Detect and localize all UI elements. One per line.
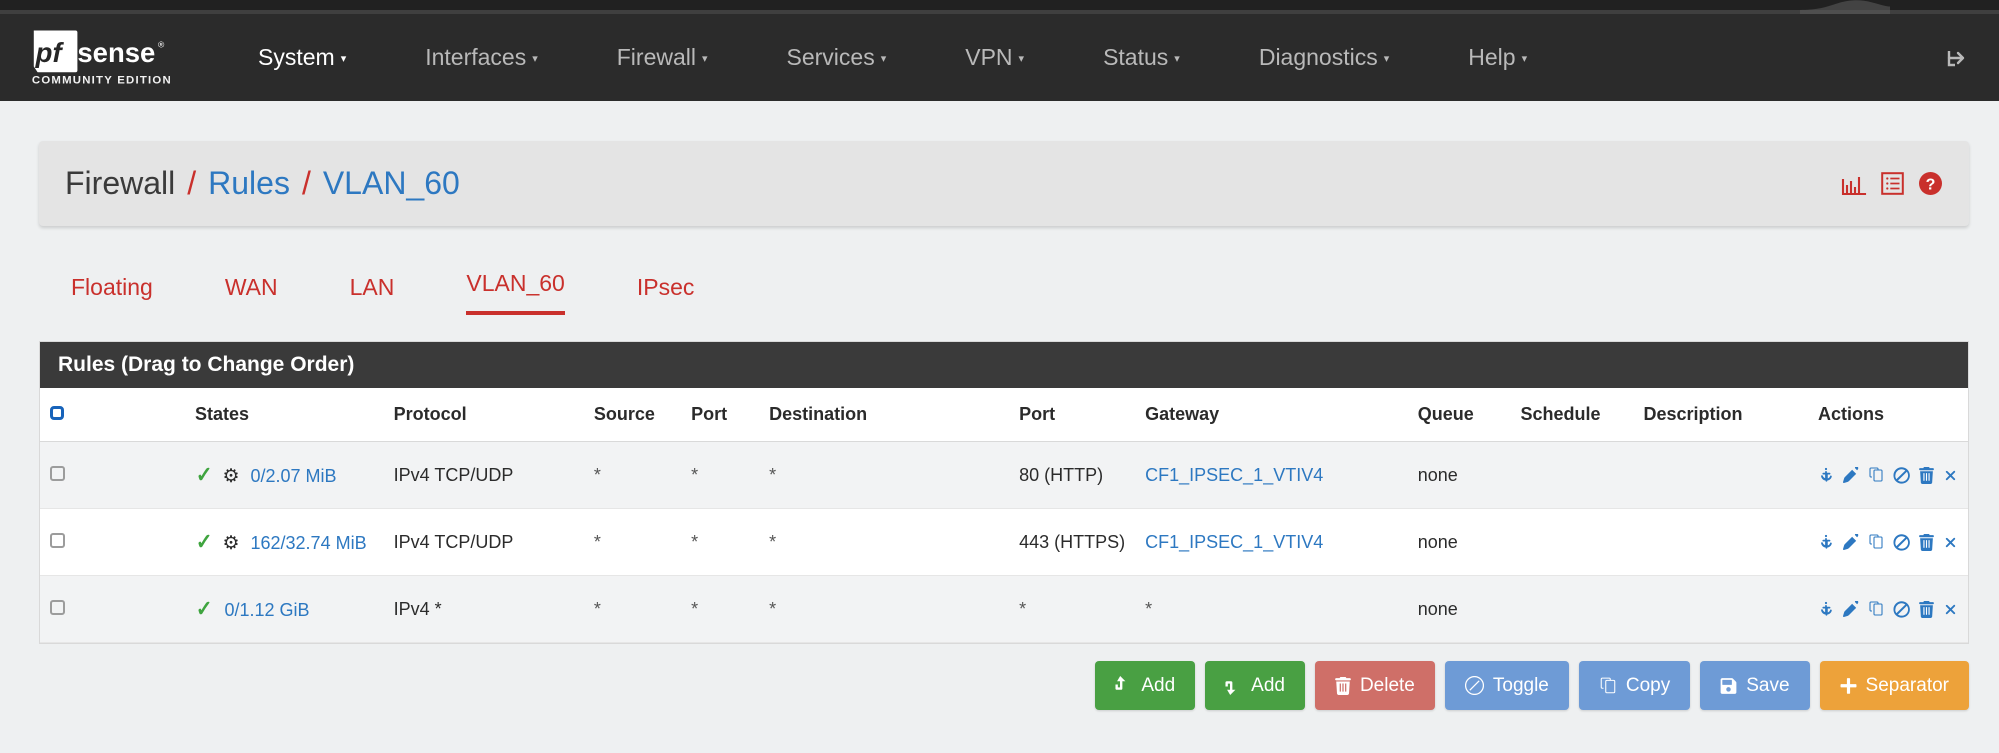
svg-text:pf: pf <box>35 36 65 67</box>
svg-text:®: ® <box>158 39 165 49</box>
svg-text:COMMUNITY EDITION: COMMUNITY EDITION <box>32 74 172 86</box>
svg-text:?: ? <box>1926 177 1936 194</box>
svg-text:sense: sense <box>77 36 155 67</box>
